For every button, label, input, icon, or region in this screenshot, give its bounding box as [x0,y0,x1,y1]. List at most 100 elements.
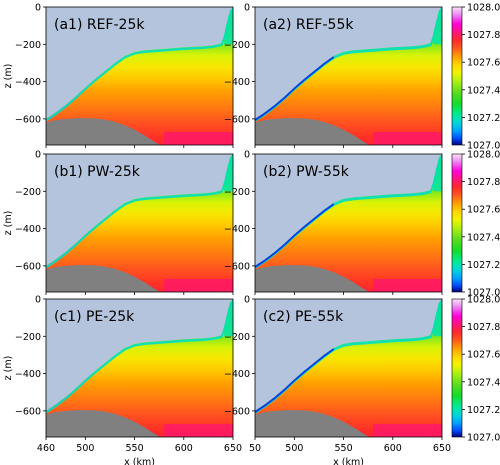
x-tick-label: 460 [37,443,55,454]
y-axis-label: z (m) [3,64,14,89]
colorbar: 1028.0 1027.8 1027.6 1027.4 1027.2 1027.0 [451,295,500,444]
outflow-column [433,7,442,45]
outflow-column [433,299,442,337]
bathymetry [255,265,442,292]
panel-label: (a2) REF-55k [263,17,354,33]
colorbar-tick-label: 1027.4 [467,232,500,243]
y-tick-label: −600 [224,261,250,272]
colorbar-scale [451,153,463,293]
bathymetry [46,118,233,145]
colorbar-tick-label: 1027.0 [467,141,500,152]
y-tick-label: −400 [224,77,250,88]
x-tick-label: 600 [384,443,402,454]
y-tick-label: −600 [224,114,250,125]
x-tick-label: 500 [285,443,303,454]
y-tick-label: −400 [15,77,41,88]
colorbar-tick-label: 1027.0 [467,433,500,444]
colorbar-tick-label: 1027.6 [467,350,500,361]
y-tick-label: −200 [15,332,41,343]
plume-core [255,348,335,413]
colorbar-tick-label: 1027.4 [467,377,500,388]
plume-core [255,203,335,268]
axes-frame [254,153,443,293]
dense-water-pool [373,278,442,292]
y-tick-label: 0 [244,150,250,161]
plume-layer [46,299,233,414]
bathymetry [255,410,442,437]
outflow-column [224,7,233,45]
outflow-column [224,154,233,192]
axes-frame [45,6,234,146]
y-tick-label: −400 [15,224,41,235]
x-tick-label: 600 [175,443,193,454]
x-axis-label: x (km) [333,457,364,465]
panels: (a1) REF-25k 0 −200 −400 −600 z (m) (a2) REF-5… [3,3,451,465]
x-tick-label: 500 [76,443,94,454]
plume-layer [46,154,233,269]
x-tick-label: 550 [126,443,144,454]
colorbar-tick-label: 1028.0 [467,150,500,161]
panel: (c2) PE-55k 0 −200 −400 −600 50 500 550 600 650 x … [224,295,451,465]
colorbar-tick-label: 1027.8 [467,30,500,41]
y-tick-label: −200 [224,187,250,198]
axes-frame [254,6,443,146]
outflow-column [433,154,442,192]
axes-frame [45,298,234,438]
colorbar-tick-label: 1028.0 [467,3,500,14]
colorbar: 1028.0 1027.8 1027.6 1027.4 1027.2 1027.0 [451,150,500,299]
y-tick-label: 0 [35,295,41,306]
y-tick-label: −200 [15,40,41,51]
dense-water-pool [373,131,442,145]
colorbar-tick-label: 1027.0 [467,288,500,299]
colorbar-tick-label: 1027.4 [467,85,500,96]
panel-label: (a1) REF-25k [54,17,145,33]
y-tick-label: −600 [224,406,250,417]
y-tick-label: 0 [244,295,250,306]
panel-label: (c2) PE-55k [263,309,344,325]
colorbar-tick-label: 1027.2 [467,405,500,416]
panel-label: (b1) PW-25k [54,164,141,180]
colorbar-tick-label: 1027.6 [467,205,500,216]
y-tick-label: −200 [224,40,250,51]
y-axis-label: z (m) [3,211,14,236]
dense-water-pool [164,131,233,145]
x-tick-label: 50 [249,443,261,454]
y-tick-label: 0 [35,3,41,14]
x-axis-label: x (km) [124,457,155,465]
colorbar-tick-label: 1027.6 [467,58,500,69]
bathymetry [46,265,233,292]
plume-layer [46,7,233,122]
colorbar: 1028.0 1027.8 1027.6 1027.4 1027.2 1027.0 [451,3,500,152]
colorbar-tick-label: 1027.2 [467,260,500,271]
panel-label: (b2) PW-55k [263,164,350,180]
x-tick-label: 550 [335,443,353,454]
y-tick-label: −400 [224,369,250,380]
x-tick-label: 650 [224,443,242,454]
y-tick-label: −600 [15,261,41,272]
dense-water-pool [373,423,442,437]
dense-water-pool [164,423,233,437]
bathymetry [255,118,442,145]
panel: (c1) PE-25k 0 −200 −400 −600 z (m) 460 500 550 60… [3,295,242,465]
bathymetry [46,410,233,437]
panel: (a1) REF-25k 0 −200 −400 −600 z (m) [3,3,234,148]
axes-frame [45,153,234,293]
outflow-column [224,299,233,337]
y-tick-label: −200 [224,332,250,343]
y-axis-label: z (m) [3,356,14,381]
y-tick-label: −600 [15,406,41,417]
panel-label: (c1) PE-25k [54,309,135,325]
plume-core [255,56,335,121]
colorbar-tick-label: 1027.8 [467,322,500,333]
y-tick-label: 0 [244,3,250,14]
axes-frame [254,298,443,438]
panel: (b1) PW-25k 0 −200 −400 −600 z (m) [3,150,234,295]
panel: (a2) REF-55k 0 −200 −400 −600 [224,3,443,148]
dense-water-pool [164,278,233,292]
y-tick-label: −600 [15,114,41,125]
colorbar-tick-label: 1027.8 [467,177,500,188]
y-tick-label: −400 [15,369,41,380]
y-tick-label: 0 [35,150,41,161]
panel: (b2) PW-55k 0 −200 −400 −600 [224,150,443,295]
